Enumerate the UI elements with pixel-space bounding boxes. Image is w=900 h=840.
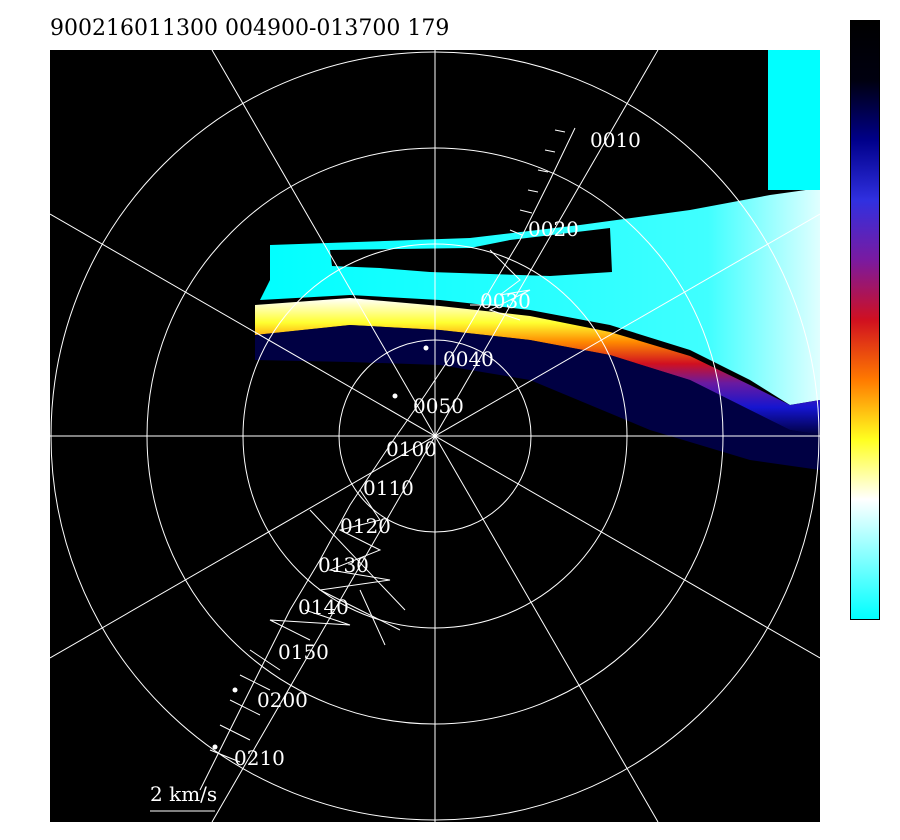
time-label-0030: 0030 [480, 289, 531, 313]
polar-grid [50, 50, 820, 822]
time-label-0040: 0040 [443, 347, 494, 371]
time-label-0050: 0050 [413, 394, 464, 418]
cyan-region [260, 188, 820, 405]
time-label-0200: 0200 [257, 688, 308, 712]
faint-echo [255, 325, 820, 470]
time-label-0210: 0210 [234, 746, 285, 770]
time-label-0150: 0150 [278, 640, 329, 664]
cyan-top-right-block [768, 50, 820, 190]
time-label-0100: 0100 [386, 437, 437, 461]
time-label-0140: 0140 [298, 595, 349, 619]
time-label-0130: 0130 [318, 553, 369, 577]
time-label-0120: 0120 [340, 514, 391, 538]
scale-label: 2 km/s [150, 782, 217, 806]
time-label-0020: 0020 [528, 217, 579, 241]
colorbar [850, 20, 880, 620]
time-labels: 0010 0020 0030 0040 0050 0100 0110 0120 … [234, 128, 641, 770]
time-label-0010: 0010 [590, 128, 641, 152]
dark-patch [330, 228, 612, 276]
echo-band [255, 298, 820, 435]
time-label-0110: 0110 [363, 476, 414, 500]
wind-track [199, 127, 576, 791]
radar-polar-plot: 0010 0020 0030 0040 0050 0100 0110 0120 … [50, 50, 820, 822]
plot-header: 900216011300 004900-013700 179 [50, 16, 450, 41]
track-dots [212, 345, 429, 750]
